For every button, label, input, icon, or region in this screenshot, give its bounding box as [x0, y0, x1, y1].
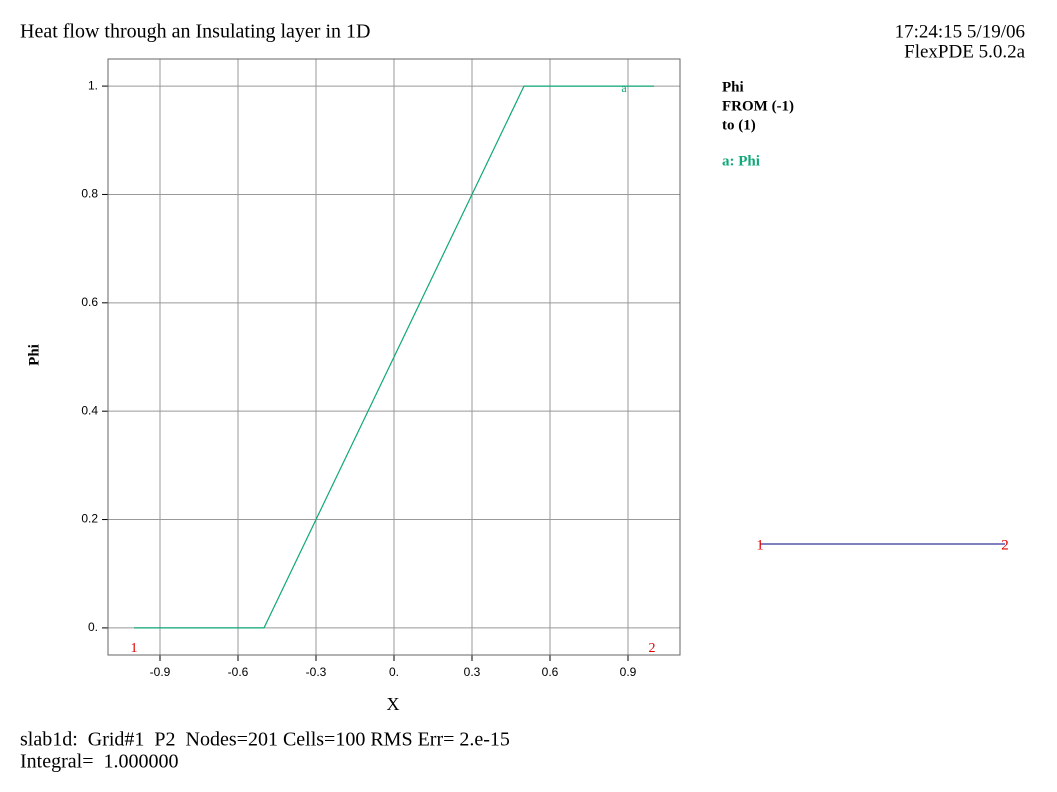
- y-tick-label: 1.: [88, 78, 98, 92]
- path-endpoint: 2: [1001, 537, 1009, 553]
- legend-title: FROM (-1): [722, 98, 794, 114]
- x-tick-label: 0.6: [542, 665, 559, 679]
- legend-title: Phi: [722, 79, 744, 95]
- y-tick-label: 0.4: [81, 403, 98, 417]
- y-tick-label: 0.6: [81, 295, 98, 309]
- legend-title: to (1): [722, 117, 756, 133]
- footer: Integral= 1.000000: [20, 751, 178, 773]
- x-tick-label: 0.3: [464, 665, 481, 679]
- plot-endpoint: 2: [649, 641, 656, 656]
- x-tick-label: -0.3: [306, 665, 327, 679]
- timestamp: 17:24:15 5/19/06: [895, 21, 1025, 42]
- path-endpoint: 1: [756, 537, 764, 553]
- legend-entry: a: Phi: [722, 153, 760, 169]
- y-axis-label: Phi: [26, 344, 42, 366]
- y-tick-label: 0.2: [81, 512, 98, 526]
- x-axis-label: X: [387, 694, 400, 714]
- x-tick-label: 0.: [389, 665, 399, 679]
- version: FlexPDE 5.0.2a: [904, 41, 1025, 62]
- x-tick-label: -0.9: [150, 665, 171, 679]
- x-tick-label: 0.9: [620, 665, 637, 679]
- data-line: [134, 85, 654, 629]
- chart-title: Heat flow through an Insulating layer in…: [20, 21, 370, 43]
- plot-endpoint: 1: [131, 641, 138, 656]
- y-tick-label: 0.8: [81, 187, 98, 201]
- series-marker: a: [621, 81, 627, 95]
- plot-frame: [107, 58, 681, 656]
- x-tick-label: -0.6: [228, 665, 249, 679]
- y-tick-label: 0.: [88, 620, 98, 634]
- footer: slab1d: Grid#1 P2 Nodes=201 Cells=100 RM…: [20, 729, 510, 751]
